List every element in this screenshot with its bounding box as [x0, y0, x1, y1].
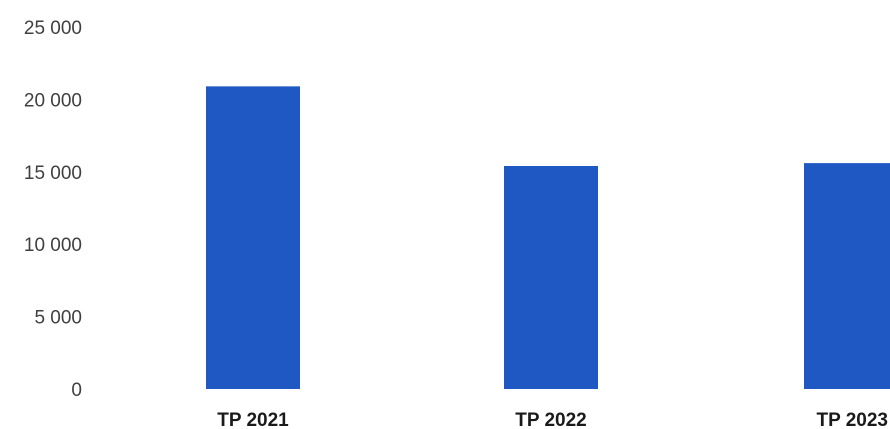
y-tick-label: 25 000 — [24, 18, 82, 39]
x-tick-label: TP 2021 — [217, 410, 289, 429]
y-tick-label: 20 000 — [24, 90, 82, 111]
y-tick-label: 5 000 — [34, 308, 82, 329]
y-tick-label: 15 000 — [24, 163, 82, 184]
y-axis: 0 5 000 10 000 15 000 20 000 25 000 — [24, 18, 82, 401]
y-tick-label: 0 — [71, 380, 82, 401]
bars — [206, 86, 890, 390]
y-tick-label: 10 000 — [24, 235, 82, 256]
x-tick-label: TP 2023 — [817, 410, 888, 429]
bar-tp-2021 — [206, 86, 300, 390]
bar-tp-2023 — [804, 163, 890, 389]
x-tick-label: TP 2022 — [515, 410, 586, 429]
bar-tp-2022 — [504, 166, 598, 389]
x-axis: TP 2021 TP 2022 TP 2023 — [217, 410, 888, 429]
